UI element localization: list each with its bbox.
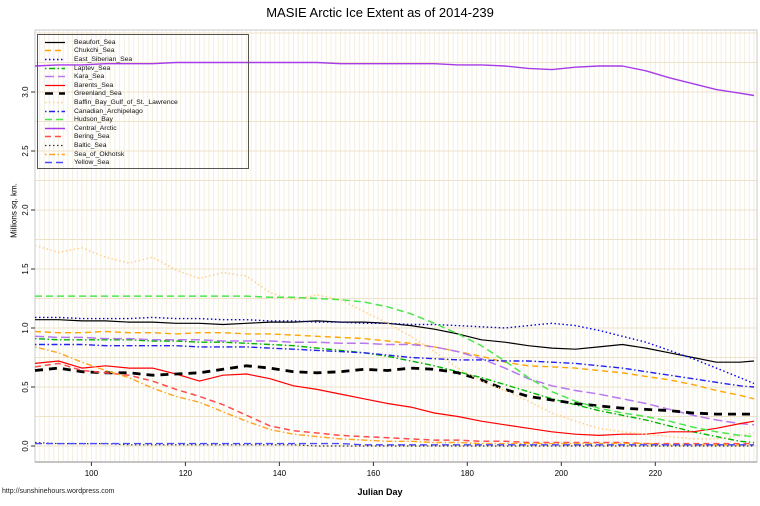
legend-label: East_Siberian_Sea [74, 55, 133, 63]
legend-item: East_Siberian_Sea [45, 55, 248, 64]
legend-item: Yellow_Sea [45, 158, 248, 167]
legend-line-swatch [45, 127, 65, 129]
legend-item: Laptev_Sea [45, 64, 248, 73]
legend-label: Laptev_Sea [74, 64, 111, 72]
legend-item: Central_Arctic [45, 124, 248, 133]
legend-item: Hudson_Bay [45, 115, 248, 124]
legend-label: Barents_Sea [74, 81, 114, 89]
legend-label: Greenland_Sea [74, 90, 122, 98]
legend-line-swatch [45, 50, 65, 52]
legend-line-swatch [45, 153, 65, 155]
legend-line-swatch [45, 101, 65, 104]
svg-text:2.5: 2.5 [21, 145, 30, 157]
legend-label: Baltic_Sea [74, 141, 107, 149]
legend: Beaufort_Sea Chukchi_Sea East_Siberian_Sea… [37, 34, 249, 169]
legend-item: Baffin_Bay_Gulf_of_St._Lawrence [45, 98, 248, 107]
legend-line-swatch [45, 136, 65, 138]
legend-item: Baltic_Sea [45, 141, 248, 150]
svg-text:160: 160 [367, 469, 381, 478]
legend-line-swatch [45, 92, 65, 96]
svg-text:0.0: 0.0 [21, 440, 30, 452]
y-axis-label: Millions sq. km. [9, 183, 19, 238]
legend-label: Canadian_Archipelago [74, 107, 143, 115]
legend-item: Barents_Sea [45, 81, 248, 90]
legend-line-swatch [45, 144, 65, 147]
svg-text:120: 120 [179, 469, 193, 478]
footer-url: http://sunshinehours.wordpress.com [2, 488, 115, 495]
legend-line-swatch [45, 110, 65, 112]
svg-text:0.5: 0.5 [21, 381, 30, 393]
legend-line-swatch [45, 161, 65, 164]
legend-label: Bering_Sea [74, 133, 110, 141]
legend-item: Beaufort_Sea [45, 38, 248, 47]
legend-line-swatch [45, 67, 65, 69]
svg-text:2.0: 2.0 [21, 204, 30, 216]
legend-line-swatch [45, 84, 65, 86]
legend-item: Bering_Sea [45, 133, 248, 142]
legend-label: Hudson_Bay [74, 116, 113, 124]
legend-label: Sea_of_Okhotsk [74, 150, 125, 158]
legend-item: Kara_Sea [45, 72, 248, 81]
legend-line-swatch [45, 41, 65, 43]
svg-text:200: 200 [555, 469, 569, 478]
legend-label: Baffin_Bay_Gulf_of_St._Lawrence [74, 98, 178, 106]
legend-item: Sea_of_Okhotsk [45, 150, 248, 159]
legend-line-swatch [45, 58, 65, 61]
x-axis-label: Julian Day [357, 487, 403, 497]
svg-text:140: 140 [273, 469, 287, 478]
legend-label: Central_Arctic [74, 124, 117, 132]
legend-label: Chukchi_Sea [74, 47, 115, 55]
svg-text:1.5: 1.5 [21, 263, 30, 275]
legend-line-swatch [45, 75, 65, 78]
legend-line-swatch [45, 118, 65, 121]
legend-item: Chukchi_Sea [45, 47, 248, 56]
legend-item: Greenland_Sea [45, 90, 248, 99]
svg-text:1.0: 1.0 [21, 322, 30, 334]
svg-text:100: 100 [85, 469, 99, 478]
svg-text:220: 220 [649, 469, 663, 478]
svg-text:180: 180 [461, 469, 475, 478]
svg-text:3.0: 3.0 [21, 86, 30, 98]
legend-label: Beaufort_Sea [74, 38, 116, 46]
legend-label: Kara_Sea [74, 73, 105, 81]
legend-label: Yellow_Sea [74, 159, 110, 167]
legend-item: Canadian_Archipelago [45, 107, 248, 116]
chart-title: MASIE Arctic Ice Extent as of 2014-239 [266, 5, 494, 20]
